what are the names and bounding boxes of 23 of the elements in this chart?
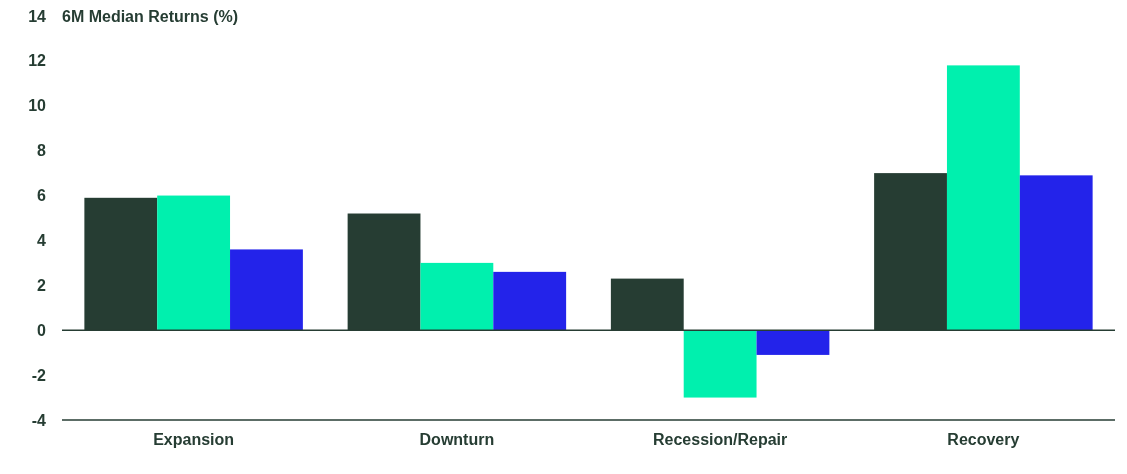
y-tick-label: 2 — [37, 276, 47, 294]
y-tick-label: -4 — [31, 411, 47, 429]
y-tick-label: 14 — [28, 7, 47, 25]
y-tick-label: 10 — [28, 97, 47, 115]
x-tick-label: Expansion — [153, 431, 235, 448]
chart-title: 6M Median Returns (%) — [62, 7, 239, 25]
bar — [420, 262, 494, 331]
x-tick-label: Downturn — [419, 431, 495, 448]
bar — [946, 65, 1020, 331]
bar — [683, 330, 757, 398]
y-tick-label: 0 — [37, 321, 47, 339]
x-tick-label: Recovery — [947, 431, 1020, 448]
y-tick-label: 4 — [37, 232, 47, 250]
bar — [157, 195, 231, 331]
y-tick-label: 8 — [37, 142, 47, 160]
x-tick-label: Recession/Repair — [652, 431, 788, 448]
y-tick-label: 12 — [28, 52, 47, 70]
bar — [493, 271, 567, 331]
bar — [230, 249, 303, 331]
y-tick-label: -2 — [31, 366, 47, 384]
bar — [756, 330, 830, 355]
bar — [1019, 175, 1093, 331]
y-tick-label: 6 — [37, 187, 47, 205]
